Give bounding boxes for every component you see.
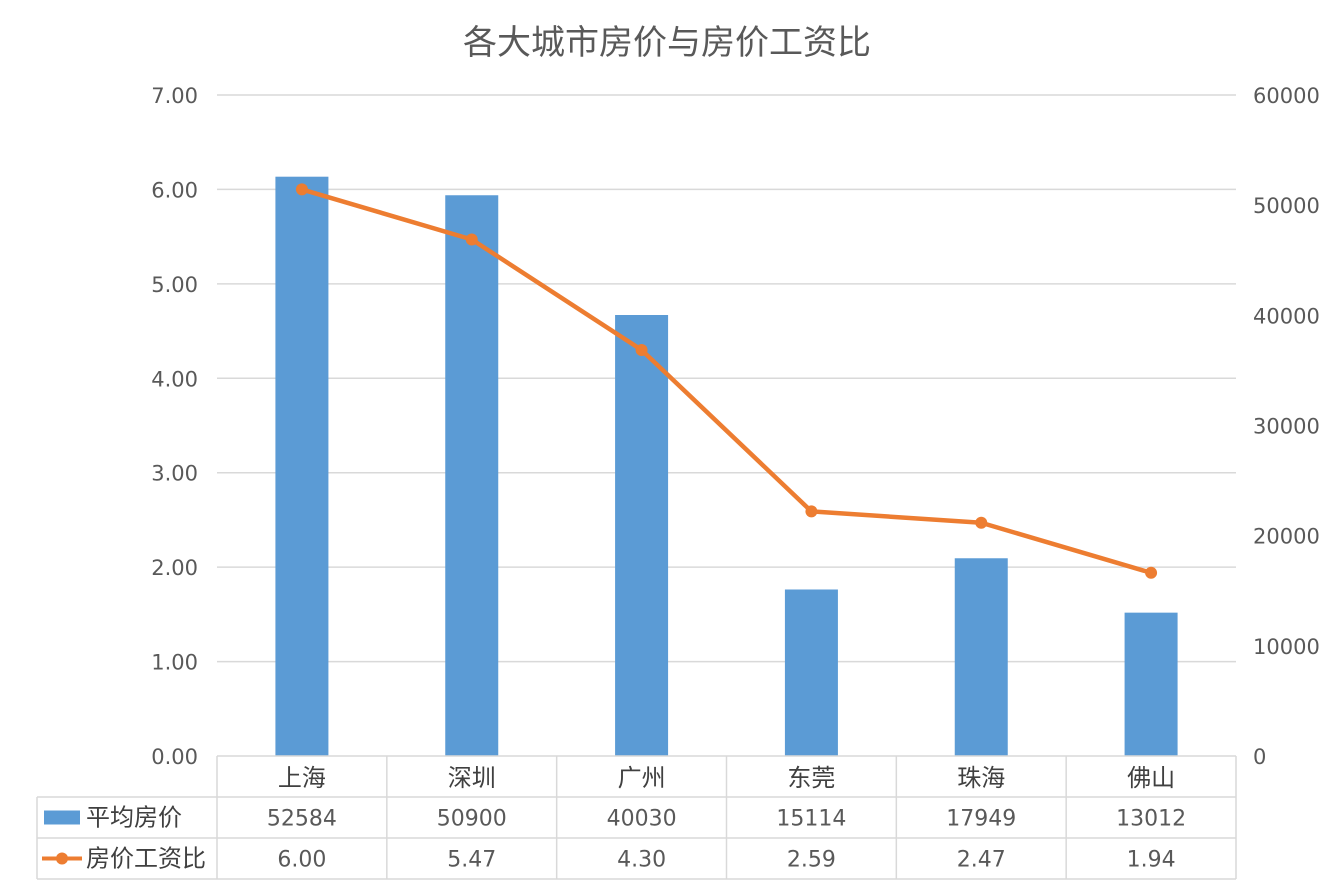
line-point — [975, 516, 988, 529]
left-axis-tick-label: 1.00 — [151, 651, 198, 675]
category-label: 广州 — [618, 764, 666, 792]
right-axis-tick-label: 30000 — [1253, 415, 1320, 439]
legend-label-bar: 平均房价 — [86, 804, 182, 832]
category-label: 珠海 — [957, 764, 1005, 792]
left-axis-tick-label: 3.00 — [151, 462, 198, 486]
left-axis-tick-label: 4.00 — [151, 367, 198, 391]
table-cell-line-value: 6.00 — [277, 848, 326, 873]
chart-title: 各大城市房价与房价工资比 — [463, 23, 871, 63]
line-point — [1145, 566, 1158, 579]
line-point — [465, 233, 478, 246]
gridlines — [217, 94, 1236, 663]
table-cell-line-value: 2.47 — [957, 848, 1006, 873]
table-cell-bar-value: 17949 — [946, 807, 1016, 832]
left-axis-tick-label: 7.00 — [151, 84, 198, 108]
left-axis-tick-label: 6.00 — [151, 178, 198, 202]
right-axis-tick-label: 60000 — [1253, 84, 1320, 108]
category-label: 佛山 — [1127, 764, 1175, 792]
line-point — [295, 183, 308, 196]
left-axis-tick-label: 0.00 — [151, 745, 198, 769]
bar — [445, 195, 499, 757]
table-cell-bar-value: 52584 — [267, 807, 337, 832]
line-point — [805, 505, 818, 518]
table-cell-line-value: 5.47 — [447, 848, 496, 873]
left-axis-ticks: 0.00 1.00 2.00 3.00 4.00 5.00 6.00 7.00 — [151, 84, 198, 769]
bar — [275, 176, 329, 757]
right-axis-tick-label: 10000 — [1253, 635, 1320, 659]
table-cell-bar-value: 40030 — [607, 807, 677, 832]
legend-label-line: 房价工资比 — [86, 845, 206, 873]
legend-bar-swatch — [44, 810, 80, 825]
bar — [1124, 612, 1178, 756]
bar — [784, 589, 838, 756]
right-axis-tick-label: 0 — [1253, 745, 1266, 769]
left-axis-tick-label: 2.00 — [151, 556, 198, 580]
table-cell-line-value: 2.59 — [787, 848, 836, 873]
line-series — [295, 183, 1158, 579]
category-label: 东莞 — [787, 764, 835, 792]
table-cell-line-value: 4.30 — [617, 848, 666, 873]
table-cell-bar-value: 13012 — [1116, 807, 1186, 832]
table-cell-bar-value: 50900 — [437, 807, 507, 832]
bar — [954, 558, 1008, 756]
line-path — [299, 187, 1154, 576]
right-axis-tick-label: 40000 — [1253, 304, 1320, 328]
right-axis-tick-label: 20000 — [1253, 525, 1320, 549]
right-axis-tick-label: 50000 — [1253, 194, 1320, 218]
category-label: 深圳 — [448, 764, 496, 792]
line-point — [635, 343, 648, 356]
left-axis-tick-label: 5.00 — [151, 273, 198, 297]
right-axis-ticks: 0 10000 20000 30000 40000 50000 60000 — [1253, 84, 1320, 769]
bar-series — [275, 176, 1178, 757]
table-cell-line-value: 1.94 — [1127, 848, 1176, 873]
category-label: 上海 — [278, 764, 326, 792]
table-cell-bar-value: 15114 — [776, 807, 846, 832]
legend-line-marker — [56, 852, 68, 865]
bar — [615, 315, 669, 756]
